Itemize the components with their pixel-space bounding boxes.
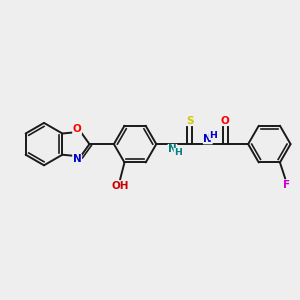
Text: O: O (73, 124, 82, 134)
Text: S: S (186, 116, 194, 126)
Text: N: N (73, 154, 82, 164)
Text: H: H (209, 131, 217, 140)
Text: F: F (283, 180, 290, 190)
Text: O: O (221, 116, 230, 126)
Text: OH: OH (111, 181, 129, 191)
Text: N: N (168, 144, 177, 154)
Text: H: H (174, 148, 182, 158)
Text: N: N (203, 134, 212, 144)
